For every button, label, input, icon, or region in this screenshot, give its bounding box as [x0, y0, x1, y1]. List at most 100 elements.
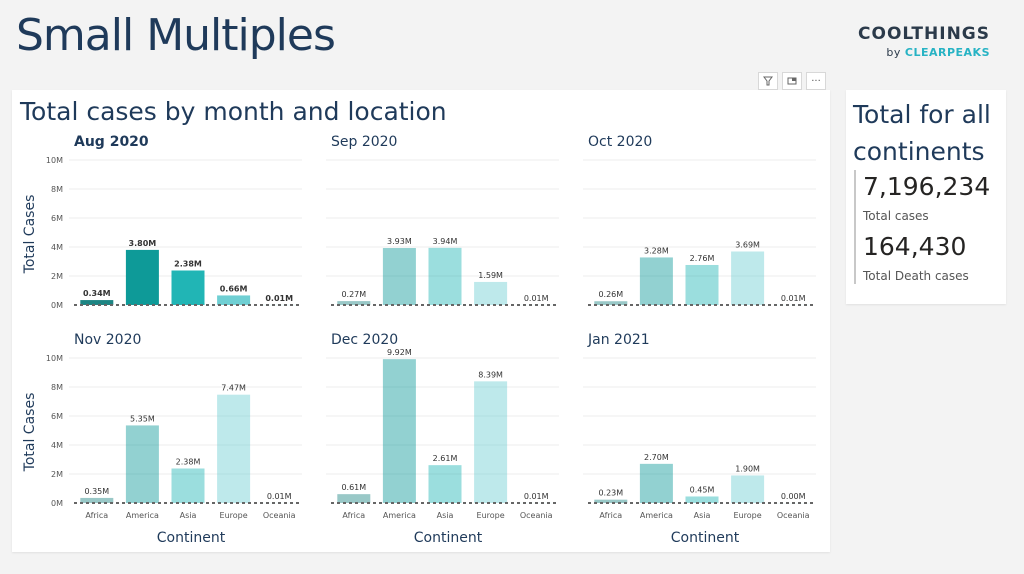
bar-africa	[594, 499, 628, 503]
data-label: 3.93M	[387, 237, 412, 246]
bar-asia	[428, 247, 462, 305]
data-label: 0.01M	[265, 294, 293, 303]
panel-title: Jan 2021	[587, 332, 650, 348]
bar-america	[125, 425, 159, 503]
data-label: 3.94M	[433, 237, 458, 246]
y-tick-label: 4M	[51, 243, 63, 252]
bar-america	[382, 248, 416, 305]
bar-asia	[685, 264, 719, 305]
x-tick-label: Africa	[599, 511, 622, 520]
x-tick-label: Asia	[694, 511, 711, 520]
bar-america	[125, 249, 159, 305]
small-multiples-chart[interactable]: Total cases by month and location Aug 20…	[12, 90, 830, 552]
data-label: 3.69M	[735, 240, 760, 249]
kpi-title-line1: Total for all	[853, 100, 991, 129]
bar-america	[639, 257, 673, 305]
panel-nov-2020: Nov 2020 0M 2M 4M 6M 8M 10M 0.35M Africa 5.35M Ame…	[46, 332, 302, 520]
page-title: Small Multiples	[16, 10, 336, 61]
bar-africa	[337, 494, 371, 503]
filter-icon[interactable]	[758, 72, 778, 90]
x-tick-label: Europe	[220, 511, 248, 520]
data-label: 0.00M	[781, 492, 806, 501]
panel-title: Oct 2020	[588, 134, 652, 150]
brand-logo: COOLTHINGS by CLEARPEAKS	[858, 24, 990, 59]
data-label: 2.70M	[644, 453, 669, 462]
panel-aug-2020: Aug 2020 0M 2M 4M 6M 8M 10M 0.34M 3.80M 2.38M 0.66…	[46, 134, 302, 310]
bar-asia	[171, 468, 205, 503]
data-label: 2.76M	[690, 254, 715, 263]
y-tick-label: 6M	[51, 214, 63, 223]
bar-europe	[217, 295, 251, 305]
x-tick-label: Oceania	[520, 511, 553, 520]
y-tick-label: 8M	[51, 185, 63, 194]
x-tick-label: America	[640, 511, 673, 520]
bar-europe	[474, 381, 508, 503]
y-tick-label: 10M	[46, 156, 63, 165]
bar-america	[639, 463, 673, 503]
kpi-title: Total for all continents	[853, 96, 1003, 170]
chart-svg: Total cases by month and location Aug 20…	[19, 97, 816, 546]
bar-america	[382, 359, 416, 503]
x-axis-label-1: Continent	[157, 530, 226, 546]
brand-by: by	[886, 46, 901, 59]
panel-oct-2020: Oct 2020 0.26M 3.28M 2.76M 3.69M 0.01M	[583, 134, 816, 306]
total-deaths-label: Total Death cases	[863, 269, 969, 283]
bar-africa	[80, 300, 114, 305]
bar-asia	[685, 496, 719, 503]
kpi-divider	[854, 170, 856, 284]
x-tick-label: America	[383, 511, 416, 520]
kpi-title-line2: continents	[853, 137, 985, 166]
bar-europe	[474, 281, 508, 305]
bar-europe	[731, 475, 765, 503]
x-tick-label: Europe	[734, 511, 762, 520]
data-label: 1.59M	[478, 271, 503, 280]
data-label: 0.35M	[84, 487, 109, 496]
bar-asia	[428, 465, 462, 503]
brand-tagline: by CLEARPEAKS	[858, 46, 990, 59]
x-tick-label: Europe	[477, 511, 505, 520]
bar-europe	[217, 394, 251, 503]
y-tick-label: 0M	[51, 301, 63, 310]
y-axis-label-top: Total Cases	[22, 195, 38, 275]
total-cases-value: 7,196,234	[863, 172, 991, 201]
data-label: 7.47M	[221, 384, 246, 393]
y-tick-label: 8M	[51, 383, 63, 392]
kpi-card: Total for all continents 7,196,234 Total…	[846, 90, 1006, 304]
panel-title: Nov 2020	[74, 332, 141, 348]
x-tick-label: Oceania	[777, 511, 810, 520]
panel-sep-2020: Sep 2020 0.27M 3.93M 3.94M 1.59M 0.01M	[326, 134, 559, 306]
chart-title: Total cases by month and location	[19, 97, 447, 126]
brand-name: COOLTHINGS	[858, 24, 990, 44]
data-label: 0.61M	[341, 483, 366, 492]
panel-jan-2021: Jan 2021 0.23M Africa 2.70M America 0.45M Asia…	[583, 332, 816, 520]
x-tick-label: America	[126, 511, 159, 520]
data-label: 2.38M	[176, 457, 201, 466]
focus-mode-icon[interactable]	[782, 72, 802, 90]
x-tick-label: Oceania	[263, 511, 296, 520]
x-tick-label: Africa	[342, 511, 365, 520]
data-label: 0.66M	[220, 284, 248, 293]
data-label: 2.61M	[433, 454, 458, 463]
y-tick-label: 10M	[46, 354, 63, 363]
panel-dec-2020: Dec 2020 0.61M Africa 9.92M America 2.61M Asia…	[326, 332, 559, 520]
data-label: 0.01M	[524, 492, 549, 501]
bar-africa	[337, 301, 371, 305]
data-label: 0.23M	[598, 489, 623, 498]
y-tick-label: 0M	[51, 499, 63, 508]
data-label: 8.39M	[478, 370, 503, 379]
data-label: 0.01M	[524, 294, 549, 303]
data-label: 3.80M	[129, 239, 157, 248]
data-label: 0.45M	[690, 485, 715, 494]
data-label: 0.01M	[267, 492, 292, 501]
more-options-button[interactable]: ···	[806, 72, 826, 90]
x-tick-label: Africa	[85, 511, 108, 520]
data-label: 0.01M	[781, 294, 806, 303]
brand-accent: CLEARPEAKS	[904, 46, 990, 59]
bar-europe	[731, 251, 765, 305]
x-tick-label: Asia	[180, 511, 197, 520]
y-tick-label: 2M	[51, 272, 63, 281]
bar-africa	[80, 497, 114, 503]
y-tick-label: 4M	[51, 441, 63, 450]
panel-title: Dec 2020	[331, 332, 398, 348]
y-tick-label: 6M	[51, 412, 63, 421]
